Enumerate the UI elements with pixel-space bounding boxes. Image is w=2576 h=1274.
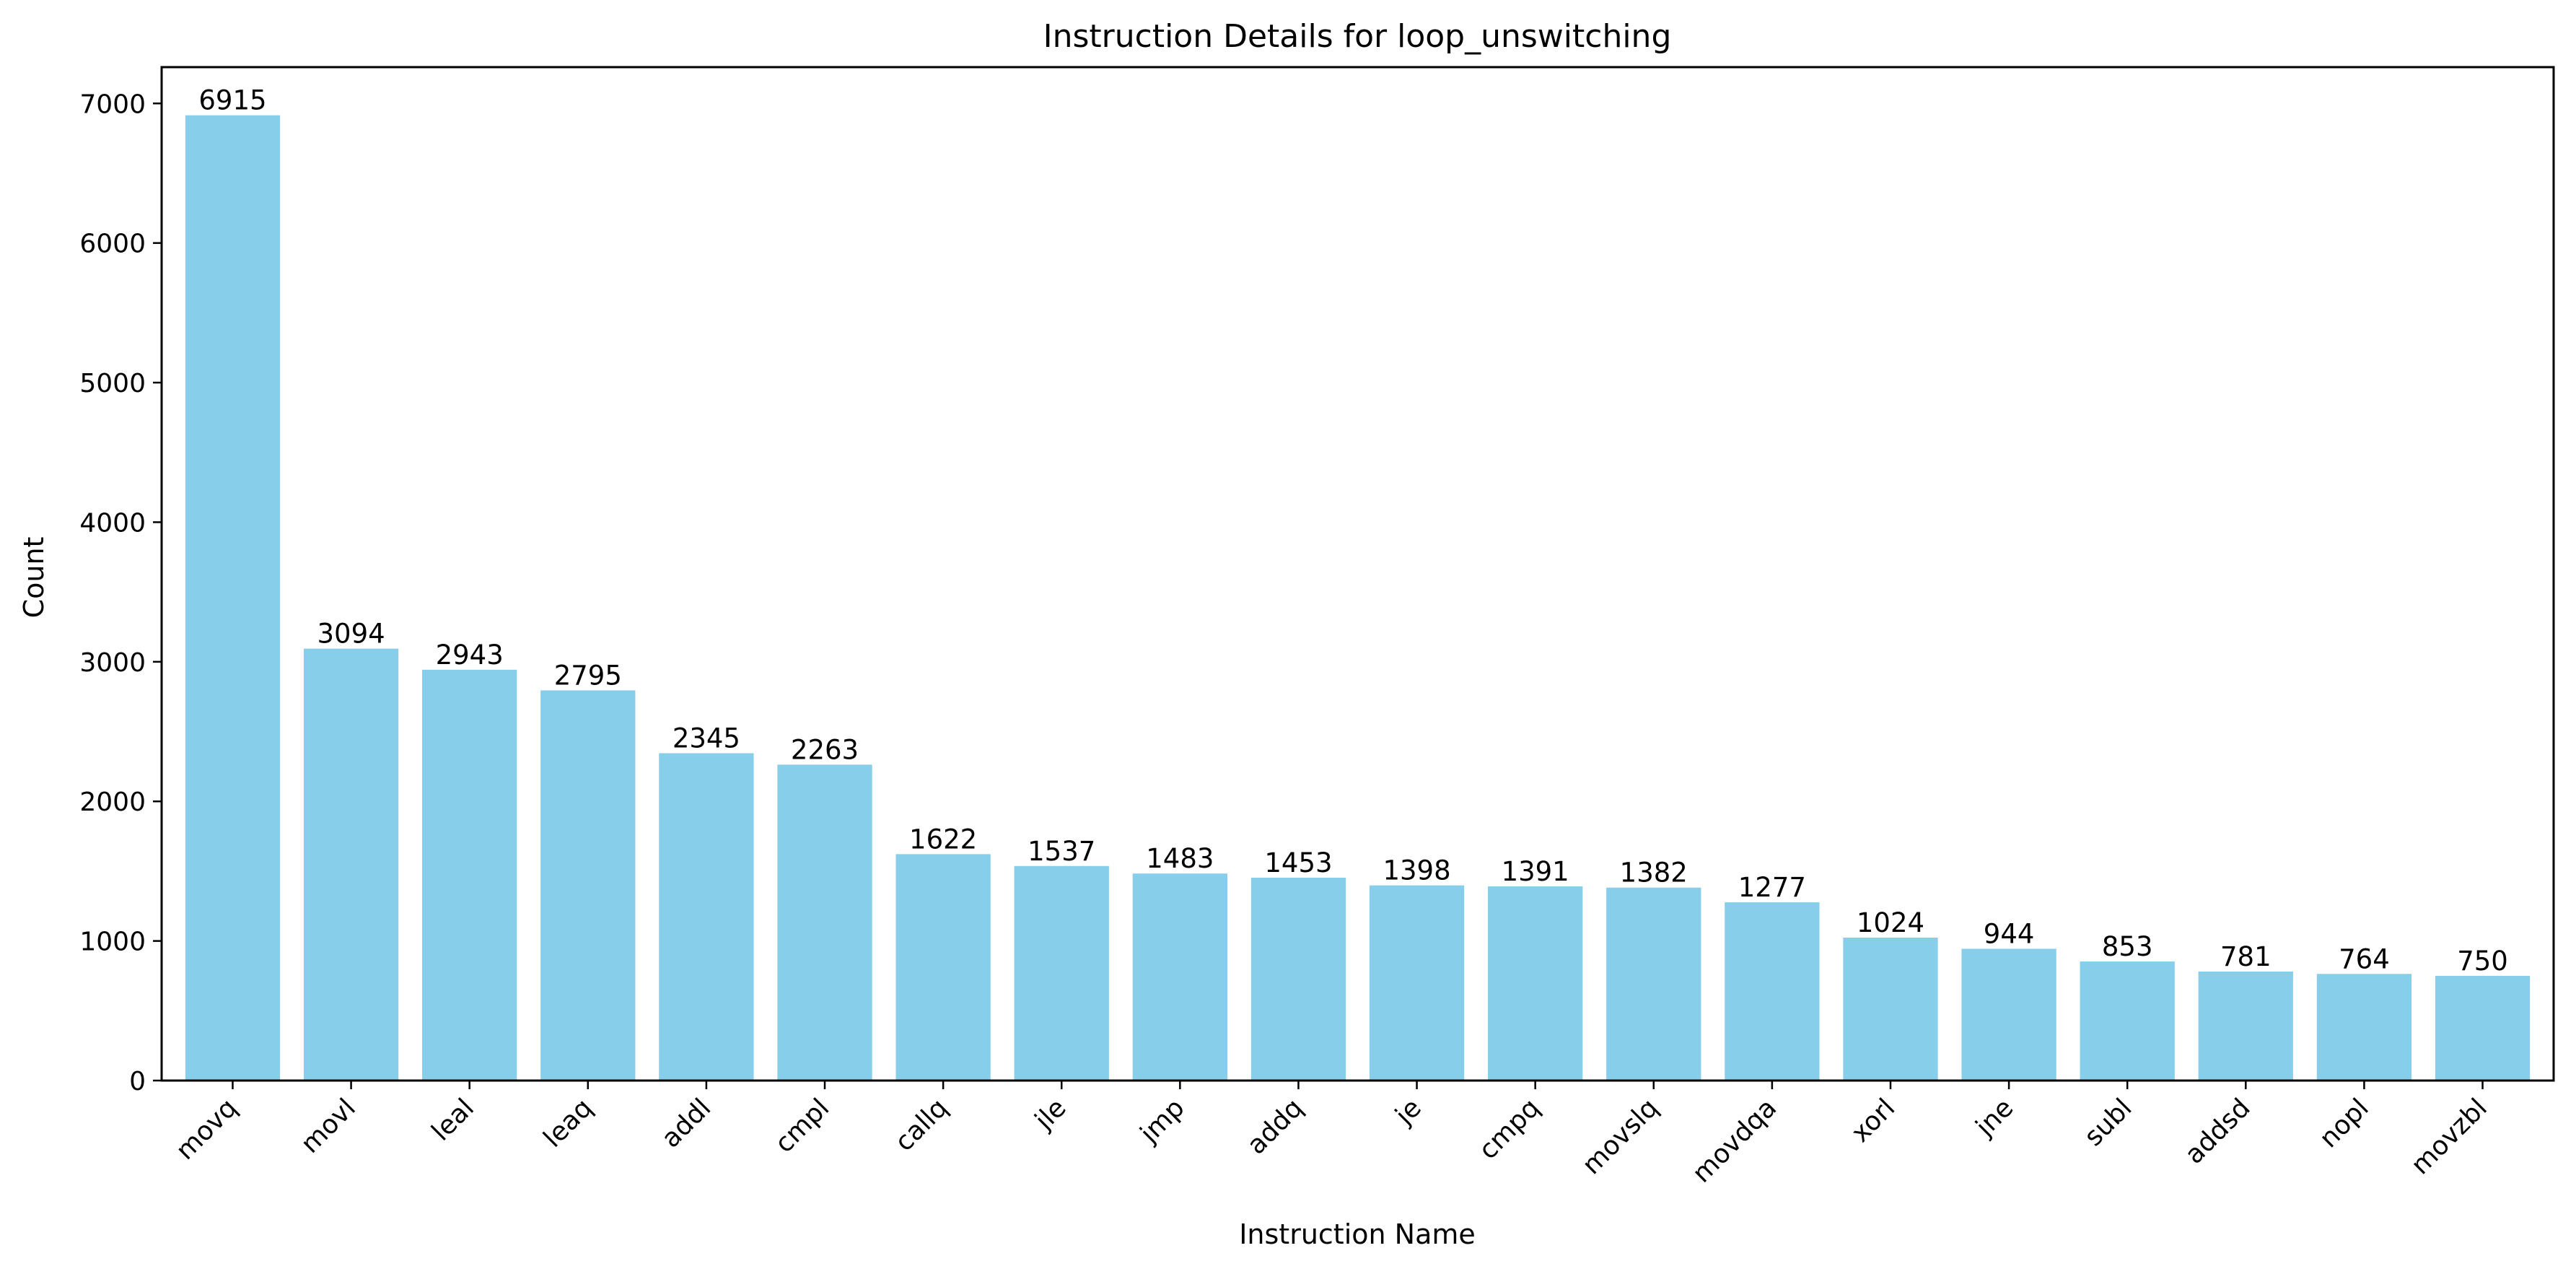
- x-tick-label-movzbl: movzbl: [2406, 1093, 2493, 1180]
- bar-addq: [1250, 878, 1346, 1081]
- data-label-jle: 1537: [1028, 836, 1095, 867]
- data-labels-group: 6915 3094 2943 2795 2345 2263 1622 1537 1483 1453…: [198, 85, 2507, 977]
- y-axis: 0 1000 2000 3000 4000 5000 6000 7000: [79, 90, 162, 1096]
- bar-addl: [659, 753, 754, 1081]
- data-label-subl: 853: [2102, 931, 2153, 962]
- data-label-movdqa: 1277: [1738, 872, 1806, 903]
- bar-nopl: [2316, 974, 2412, 1081]
- data-label-jmp: 1483: [1146, 843, 1214, 874]
- data-label-xorl: 1024: [1857, 907, 1924, 938]
- x-tick-label-leal: leal: [426, 1093, 480, 1146]
- x-tick-label-cmpq: cmpq: [1473, 1093, 1546, 1165]
- bar-jne: [1961, 948, 2056, 1081]
- x-tick-label-addl: addl: [656, 1093, 717, 1153]
- x-tick-label-movslq: movslq: [1577, 1093, 1664, 1180]
- bar-movl: [303, 648, 399, 1081]
- data-label-movq: 6915: [198, 85, 266, 116]
- data-label-nopl: 764: [2339, 943, 2390, 974]
- bar-callq: [895, 854, 991, 1081]
- data-label-movl: 3094: [317, 619, 385, 650]
- x-tick-label-movl: movl: [295, 1093, 362, 1159]
- x-tick-label-addsd: addsd: [2179, 1093, 2256, 1169]
- y-axis-title: Count: [18, 537, 50, 619]
- x-tick-label-subl: subl: [2079, 1093, 2138, 1152]
- bar-xorl: [1843, 937, 1938, 1081]
- bar-cmpq: [1488, 886, 1583, 1081]
- x-tick-label-jmp: jmp: [1134, 1093, 1191, 1149]
- x-tick-label-addq: addq: [1242, 1093, 1309, 1160]
- bar-jle: [1014, 865, 1109, 1081]
- data-label-movzbl: 750: [2457, 946, 2508, 977]
- x-tick-label-xorl: xorl: [1846, 1093, 1901, 1148]
- plot-area-frame: [160, 66, 2555, 1082]
- x-tick-label-movq: movq: [170, 1093, 243, 1166]
- bar-je: [1369, 885, 1465, 1081]
- data-label-je: 1398: [1383, 855, 1450, 886]
- x-tick-label-je: je: [1389, 1093, 1427, 1130]
- bar-leaq: [540, 690, 636, 1081]
- bar-cmpl: [777, 764, 872, 1081]
- data-label-leal: 2943: [436, 640, 504, 671]
- data-label-jne: 944: [1984, 918, 2035, 949]
- x-tick-label-nopl: nopl: [2314, 1093, 2375, 1153]
- y-tick-label-0: 0: [129, 1067, 146, 1096]
- bar-movslq: [1606, 887, 1701, 1081]
- x-axis-title: Instruction Name: [1239, 1218, 1476, 1250]
- y-tick-label-4000: 4000: [79, 508, 146, 538]
- x-tick-label-leaq: leaq: [538, 1093, 598, 1153]
- data-label-cmpl: 2263: [791, 734, 859, 765]
- y-tick-label-6000: 6000: [79, 230, 146, 259]
- data-label-movslq: 1382: [1620, 858, 1688, 889]
- y-tick-label-1000: 1000: [79, 928, 146, 957]
- bar-subl: [2080, 961, 2175, 1081]
- data-label-addl: 2345: [673, 723, 740, 754]
- data-label-cmpq: 1391: [1502, 856, 1569, 887]
- y-tick-label-3000: 3000: [79, 648, 146, 678]
- y-tick-label-5000: 5000: [79, 369, 146, 398]
- data-label-callq: 1622: [909, 824, 977, 855]
- bar-movdqa: [1725, 902, 1820, 1081]
- data-label-addq: 1453: [1264, 847, 1332, 878]
- chart-title: Instruction Details for loop_unswitching: [1043, 18, 1672, 55]
- x-tick-label-cmpl: cmpl: [769, 1093, 835, 1159]
- data-label-addsd: 781: [2220, 941, 2271, 972]
- x-tick-label-movdqa: movdqa: [1687, 1093, 1782, 1188]
- x-tick-label-jne: jne: [1970, 1093, 2020, 1143]
- data-label-leaq: 2795: [554, 660, 622, 691]
- bar-addsd: [2198, 971, 2293, 1081]
- bar-leal: [422, 669, 517, 1081]
- y-tick-label-2000: 2000: [79, 787, 146, 817]
- bar-movq: [185, 115, 281, 1081]
- x-tick-label-jle: jle: [1029, 1093, 1072, 1136]
- bar-movzbl: [2435, 975, 2531, 1081]
- x-axis: movq movl leal leaq addl cmpl callq jle jmp addq j…: [170, 1081, 2493, 1189]
- y-tick-label-7000: 7000: [79, 90, 146, 119]
- bars-group: [185, 115, 2531, 1081]
- bar-jmp: [1132, 873, 1227, 1081]
- x-tick-label-callq: callq: [890, 1093, 954, 1157]
